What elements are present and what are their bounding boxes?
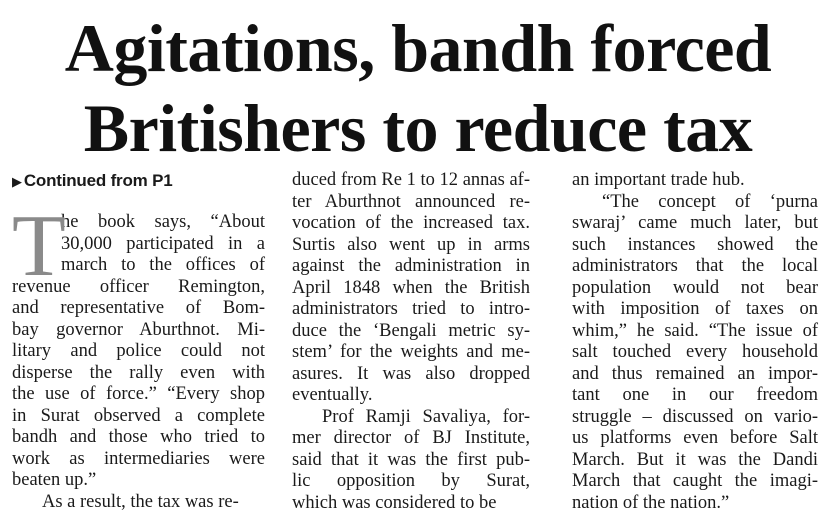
text-line: nation of the nation.” xyxy=(572,492,730,513)
text-line: duce the ‘Bengali metric sy- xyxy=(292,320,530,341)
paragraph: Prof Ramji Savaliya, for-mer director of… xyxy=(292,407,530,515)
triangle-right-icon: ▶ xyxy=(12,174,22,189)
text-line: March that caught the imagi- xyxy=(572,471,818,491)
text-line: stem’ for the weights and me- xyxy=(292,342,530,362)
text-line: and representative of Bom- xyxy=(12,298,265,318)
paragraph: he book says, “About 30,000 participated … xyxy=(12,212,265,492)
article-column-2: duced from Re 1 to 12 annas af-ter Aburt… xyxy=(292,170,530,514)
continued-kicker: ▶ Continued from P1 xyxy=(12,170,265,212)
text-line: vocation of the increased tax. xyxy=(292,213,530,233)
headline-line-2: Britishers to reduce tax xyxy=(83,90,753,166)
text-line: work as intermediaries were xyxy=(12,448,265,469)
text-line: eventually. xyxy=(292,385,373,405)
text-line: such instances showed the xyxy=(572,234,818,255)
text-line: population would not bear xyxy=(572,277,818,298)
text-line: bay governor Aburthnot. Mi- xyxy=(12,319,265,340)
text-line: with imposition of taxes on xyxy=(572,299,818,319)
text-line: bandh and those who tried to xyxy=(12,427,265,447)
paragraph: an important trade hub. xyxy=(572,170,818,192)
text-line: duced from Re 1 to 12 annas af- xyxy=(292,170,530,190)
text-line: mer director of BJ Institute, xyxy=(292,428,530,448)
text-line: the use of force.” “Every shop xyxy=(12,384,265,404)
article-column-1: ▶ Continued from P1 T he book says, “Abou… xyxy=(12,170,265,513)
text-line: beaten up.” xyxy=(12,470,97,490)
text-line: asures. It was also dropped xyxy=(292,363,530,384)
article-column-3: an important trade hub. “The concept of ‘… xyxy=(572,170,818,514)
paragraph: As a result, the tax was re- xyxy=(12,492,265,514)
text-line: march to the offices of xyxy=(61,255,265,275)
text-line: 30,000 participated in a xyxy=(61,233,265,254)
text-line: struggle – discussed on vario- xyxy=(572,406,818,427)
drop-cap: T xyxy=(12,198,66,295)
text-line: Prof Ramji Savaliya, for- xyxy=(322,406,530,427)
text-line: administrators tried to intro- xyxy=(292,299,530,319)
text-line: against the administration in xyxy=(292,256,530,276)
kicker-text: Continued from P1 xyxy=(23,171,173,190)
text-line: litary and police could not xyxy=(12,341,265,361)
text-line: whim,” he said. “The issue of xyxy=(572,320,818,341)
text-line: Surtis also went up in arms xyxy=(292,234,530,255)
paragraph: “The concept of ‘purna swaraj’ came much … xyxy=(572,192,818,515)
headline-line-1: Agitations, bandh forced xyxy=(64,10,772,86)
text-line: April 1848 when the British xyxy=(292,277,530,298)
text-line: in Surat observed a complete xyxy=(12,405,265,426)
text-line: swaraj’ came much later, but xyxy=(572,213,818,233)
text-line: tant one in our freedom xyxy=(572,385,818,405)
text-line: As a result, the tax was re- xyxy=(42,491,239,512)
text-line: salt touched every household xyxy=(572,342,818,362)
text-line: lic opposition by Surat, xyxy=(292,471,530,491)
text-line: and thus remained an impor- xyxy=(572,363,818,384)
text-line: March. But it was the Dandi xyxy=(572,449,818,470)
text-line: revenue officer Remington, xyxy=(12,276,265,297)
text-line: which was considered to be xyxy=(292,492,497,513)
text-line: said that it was the first pub- xyxy=(292,449,530,470)
text-line: ter Aburthnot announced re- xyxy=(292,191,530,212)
text-line: us platforms even before Salt xyxy=(572,428,818,448)
paragraph: duced from Re 1 to 12 annas af-ter Aburt… xyxy=(292,170,530,407)
text-line: administrators that the local xyxy=(572,256,818,276)
text-line: an important trade hub. xyxy=(572,170,745,190)
text-line: “The concept of ‘purna xyxy=(602,191,818,212)
text-line: he book says, “About xyxy=(61,212,265,232)
text-line: disperse the rally even with xyxy=(12,362,265,383)
